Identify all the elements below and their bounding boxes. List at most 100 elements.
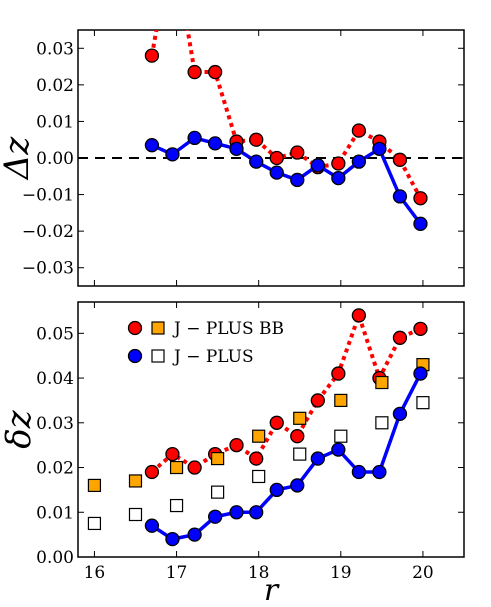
legend-box [118, 311, 318, 373]
bottom-panel-frame [77, 301, 465, 558]
data-point [229, 141, 244, 157]
data-point [229, 438, 244, 453]
data-point [392, 330, 408, 345]
data-point [144, 464, 160, 480]
data-point [187, 527, 202, 542]
data-point [293, 411, 307, 425]
data-point [252, 429, 266, 443]
y-tick-label: 0.01 [36, 503, 74, 523]
data-point [211, 451, 225, 466]
bottom-panel-ticks: 16 17 18 19 20 0.00 0.01 0.02 0.03 0.04 0.05 [36, 302, 464, 583]
y-tick-label: 0.03 [36, 39, 74, 59]
x-axis-label: r [264, 573, 280, 607]
data-point [208, 64, 223, 80]
data-point [413, 366, 428, 381]
legend-label: J − PLUS BB [172, 319, 284, 339]
legend-marker [151, 349, 165, 363]
data-point [165, 446, 180, 462]
x-tick-label: 18 [248, 563, 270, 583]
legend-label: J − PLUS [172, 347, 254, 367]
data-point [310, 451, 325, 466]
y-tick-label: 0.00 [36, 149, 74, 169]
y-tick-label: −0.03 [22, 259, 74, 279]
data-point [331, 170, 346, 186]
data-point [416, 396, 430, 410]
series-line [150, 372, 423, 541]
data-point [413, 321, 428, 336]
data-point [87, 478, 102, 493]
y-tick-label: −0.02 [22, 222, 74, 242]
data-point [169, 460, 184, 475]
data-point [165, 147, 180, 162]
data-point [331, 366, 346, 381]
data-point [187, 460, 202, 475]
data-point [351, 123, 367, 138]
data-point [351, 464, 367, 480]
data-point [249, 154, 264, 169]
data-point [310, 158, 325, 173]
legend-marker [127, 348, 143, 364]
legend-marker [127, 320, 143, 336]
data-point [128, 474, 143, 488]
bottom-y-axis-label: δz [0, 409, 39, 448]
data-point [208, 136, 223, 151]
data-point [392, 189, 408, 204]
data-point [208, 509, 223, 524]
data-point [293, 447, 307, 461]
data-point [351, 308, 367, 323]
data-point [413, 191, 428, 206]
data-point [144, 48, 160, 63]
data-point [372, 464, 387, 480]
top-panel-series [144, 30, 428, 231]
data-point [87, 516, 102, 531]
data-point [392, 152, 408, 167]
bottom-panel-series [87, 308, 430, 547]
y-tick-label: 0.04 [36, 369, 74, 389]
y-tick-label: 0.00 [36, 548, 74, 568]
top-panel: −0.03 −0.02 −0.01 0.00 0.01 0.02 0.03 Δz [0, 29, 465, 287]
data-point [375, 416, 389, 430]
top-y-axis-label: Δz [0, 136, 37, 182]
data-point [334, 393, 348, 408]
y-tick-label: −0.01 [22, 186, 74, 206]
data-point [331, 442, 346, 457]
y-tick-label: 0.01 [36, 112, 74, 132]
x-tick-label: 20 [412, 563, 434, 583]
top-panel-ticks: −0.03 −0.02 −0.01 0.00 0.01 0.02 0.03 [22, 30, 464, 286]
data-point [269, 482, 284, 498]
legend: J − PLUS BB J − PLUS [118, 311, 318, 373]
data-point [413, 216, 428, 231]
data-point [165, 531, 180, 547]
data-point [310, 393, 325, 408]
bottom-panel: 16 17 18 19 200.000.010.020.030.040.05 δz r … [0, 301, 465, 607]
data-point [169, 498, 184, 513]
data-point [249, 132, 264, 147]
data-point [269, 165, 284, 180]
x-tick-label: 17 [166, 563, 188, 583]
data-point [351, 154, 367, 169]
y-tick-label: 0.05 [36, 324, 74, 344]
data-point [290, 478, 305, 493]
data-point [392, 406, 408, 421]
data-point [331, 156, 346, 171]
data-point [290, 145, 305, 160]
legend-marker [151, 321, 165, 335]
data-point [187, 64, 202, 80]
y-tick-label: 0.02 [36, 459, 74, 479]
x-tick-label: 19 [330, 563, 352, 583]
data-point [128, 507, 143, 522]
data-point [269, 150, 284, 166]
data-point [229, 505, 244, 520]
data-point [372, 141, 387, 157]
x-tick-label: 16 [84, 563, 106, 583]
data-point [290, 429, 305, 444]
data-point [211, 485, 225, 499]
data-point [249, 451, 264, 466]
data-point [375, 375, 389, 390]
data-point [249, 505, 264, 520]
data-point [269, 415, 284, 430]
data-point [187, 130, 202, 146]
data-point [334, 429, 348, 443]
data-point [252, 469, 266, 484]
